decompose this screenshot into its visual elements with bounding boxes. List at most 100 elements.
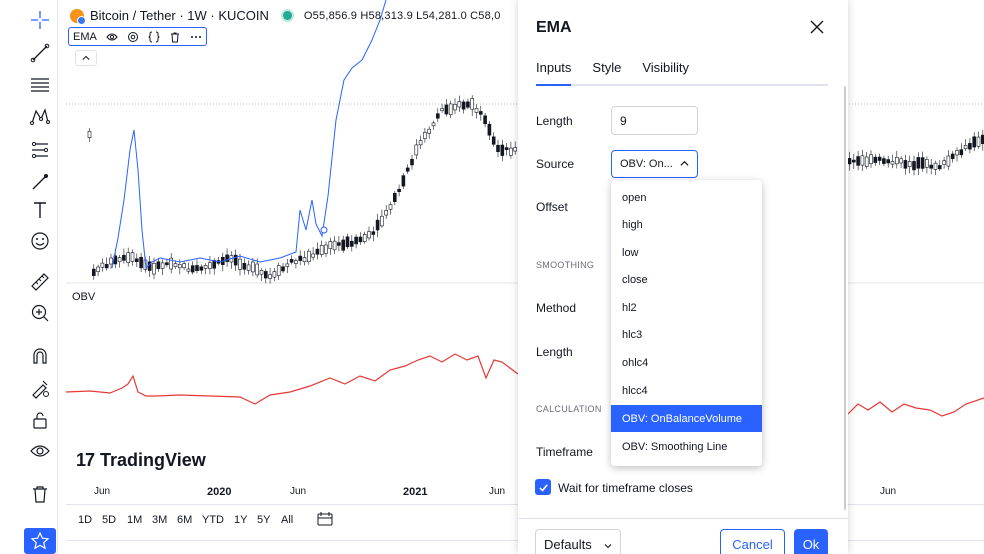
obv-pane-label[interactable]: OBV: [72, 291, 96, 303]
date-range-icon[interactable]: [316, 510, 334, 528]
ok-button[interactable]: Ok: [794, 529, 828, 554]
bitcoin-coin-icon: [70, 8, 86, 25]
tab-visibility[interactable]: Visibility: [642, 60, 690, 75]
range-6m[interactable]: 6M: [177, 514, 193, 526]
ema-line[interactable]: [111, 0, 387, 270]
trash-icon[interactable]: [24, 480, 56, 508]
candle: [367, 231, 371, 239]
trash-icon[interactable]: [169, 31, 181, 43]
candle: [461, 101, 466, 110]
candle: [156, 261, 161, 270]
candle: [955, 150, 959, 156]
crosshair-icon[interactable]: [24, 6, 56, 34]
tab-style[interactable]: Style: [592, 60, 622, 75]
candle: [100, 262, 105, 268]
range-all[interactable]: All: [281, 514, 294, 526]
candle: [478, 111, 483, 115]
zoom-in-icon[interactable]: [24, 299, 56, 327]
text-tool-icon[interactable]: [24, 196, 56, 224]
source-option-hlc3[interactable]: hlc3: [622, 328, 643, 341]
tab-inputs[interactable]: Inputs: [536, 60, 572, 86]
source-dropdown-menu: open high low close hl2 hlc3 ohlc4 hlcc4…: [611, 180, 762, 466]
source-option-low[interactable]: low: [622, 246, 639, 259]
dialog-scrollbar[interactable]: [844, 86, 846, 510]
brush-icon[interactable]: [24, 168, 56, 196]
emoji-icon[interactable]: [24, 227, 56, 255]
defaults-button[interactable]: Defaults: [535, 529, 621, 554]
favorites-star-icon[interactable]: [24, 528, 56, 554]
source-option-high[interactable]: high: [622, 218, 643, 231]
braces-icon[interactable]: [148, 31, 160, 43]
candle: [933, 162, 938, 170]
candle: [272, 271, 277, 278]
close-icon[interactable]: [806, 16, 828, 38]
range-ytd[interactable]: YTD: [202, 514, 224, 526]
trend-line-icon[interactable]: [24, 39, 56, 67]
tradingview-logo[interactable]: 17 TradingView: [76, 450, 206, 471]
checkmark-icon: [538, 483, 548, 492]
source-select[interactable]: OBV: On...: [611, 150, 698, 178]
ruler-icon[interactable]: [24, 268, 56, 296]
more-icon[interactable]: [190, 31, 202, 43]
pattern-icon[interactable]: [24, 103, 56, 131]
wait-for-close-checkbox[interactable]: [535, 479, 551, 495]
source-label: Source: [536, 157, 575, 171]
source-option-obv-smoothing[interactable]: OBV: Smoothing Line: [622, 440, 728, 453]
candle: [190, 265, 195, 273]
candle: [315, 248, 320, 255]
indicator-name[interactable]: EMA: [73, 30, 97, 43]
range-1d[interactable]: 1D: [78, 514, 93, 526]
wait-for-close-label[interactable]: Wait for timeframe closes: [558, 481, 693, 495]
candle: [851, 159, 856, 163]
source-option-open[interactable]: open: [622, 191, 647, 204]
candle: [285, 263, 290, 267]
range-1m[interactable]: 1M: [127, 514, 143, 526]
length-label: Length: [536, 114, 573, 128]
candle: [500, 144, 505, 156]
obv-line[interactable]: [66, 353, 519, 405]
candle: [263, 271, 268, 279]
candle: [980, 134, 984, 145]
candle: [513, 147, 518, 152]
candle: [203, 265, 208, 269]
candle: [117, 257, 122, 263]
source-option-obv[interactable]: OBV: OnBalanceVolume: [611, 405, 762, 432]
fib-retracement-icon[interactable]: [24, 71, 56, 99]
eye-icon[interactable]: [106, 31, 118, 43]
candle: [509, 147, 513, 156]
offset-label: Offset: [536, 200, 568, 214]
candle: [448, 103, 453, 115]
gear-icon[interactable]: [127, 31, 139, 43]
candle: [405, 167, 410, 172]
candle: [864, 156, 869, 167]
source-option-hlcc4[interactable]: hlcc4: [622, 384, 648, 397]
candle: [130, 252, 135, 262]
candle: [959, 149, 964, 156]
candle: [324, 244, 328, 254]
indicator-legend-ema[interactable]: EMA: [68, 27, 207, 46]
length-input[interactable]: [611, 106, 698, 135]
source-option-close[interactable]: close: [622, 273, 648, 286]
ema-line-point[interactable]: [320, 226, 328, 234]
candle: [186, 268, 191, 272]
cancel-button[interactable]: Cancel: [720, 529, 785, 554]
collapse-legend-button[interactable]: [75, 50, 97, 66]
candle: [847, 158, 852, 165]
symbol-legend[interactable]: Bitcoin / Tether · 1W · KUCOIN O55,856.9…: [70, 8, 501, 25]
obv-line-right[interactable]: [847, 397, 984, 417]
eye-icon[interactable]: [24, 437, 56, 465]
source-option-hl2[interactable]: hl2: [622, 301, 637, 314]
chevron-up-icon: [82, 55, 90, 60]
candle: [126, 252, 130, 263]
range-3m[interactable]: 3M: [152, 514, 168, 526]
candle: [104, 264, 109, 269]
lock-drawing-icon[interactable]: [24, 374, 56, 402]
unlock-icon[interactable]: [24, 406, 56, 434]
source-option-ohlc4[interactable]: ohlc4: [622, 356, 649, 369]
range-1y[interactable]: 1Y: [234, 514, 248, 526]
magnet-icon[interactable]: [24, 342, 56, 370]
range-5y[interactable]: 5Y: [257, 514, 271, 526]
range-5d[interactable]: 5D: [102, 514, 117, 526]
symbol-title[interactable]: Bitcoin / Tether · 1W · KUCOIN: [90, 8, 269, 23]
projection-icon[interactable]: [24, 136, 56, 164]
